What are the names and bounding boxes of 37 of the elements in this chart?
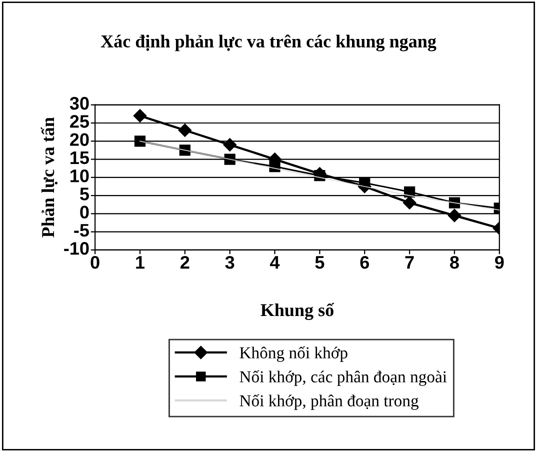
point — [359, 177, 370, 188]
y-tick-label: 5 — [80, 188, 89, 200]
point — [179, 144, 190, 156]
x-tick-label: 2 — [180, 256, 190, 269]
point — [448, 208, 462, 222]
x-tick-label: 3 — [225, 256, 234, 269]
x-tick-label: 4 — [270, 256, 280, 269]
x-tick-label: 0 — [90, 256, 100, 269]
y-tick-label: 20 — [70, 133, 89, 146]
y-axis-title: Phản lực va tấn — [40, 117, 58, 238]
x-tick-label: 1 — [136, 256, 144, 269]
point — [178, 124, 192, 137]
legend-label: Nối khớp, phân đoạn trong — [240, 394, 419, 410]
legend-label: Không nối khớp — [240, 346, 348, 362]
point — [402, 196, 416, 210]
point — [133, 109, 147, 122]
point — [223, 138, 236, 152]
x-tick-label: 6 — [360, 256, 369, 269]
x-tick-label: 5 — [315, 256, 324, 269]
y-tick-label: 0 — [80, 206, 89, 219]
y-tick-label: 30 — [70, 96, 89, 110]
x-tick-label: 7 — [405, 256, 414, 269]
x-axis-title: Khung số — [260, 302, 334, 320]
y-tick-label: 10 — [70, 169, 89, 182]
point — [404, 186, 416, 198]
point — [314, 170, 326, 182]
y-tick-label: 25 — [70, 115, 89, 128]
point — [134, 136, 146, 147]
x-tick-label: 9 — [495, 256, 504, 269]
y-tick-label: 15 — [70, 152, 89, 164]
point — [269, 160, 280, 172]
legend-label: Nối khớp, các phân đoạn ngoài — [240, 370, 447, 386]
y-tick-label: -10 — [64, 242, 89, 255]
y-tick-label: -5 — [74, 224, 89, 237]
x-tick-label: 8 — [450, 256, 459, 269]
chart-title: Xác định phản lực va trên các khung ngang — [100, 34, 436, 52]
point — [448, 197, 460, 208]
